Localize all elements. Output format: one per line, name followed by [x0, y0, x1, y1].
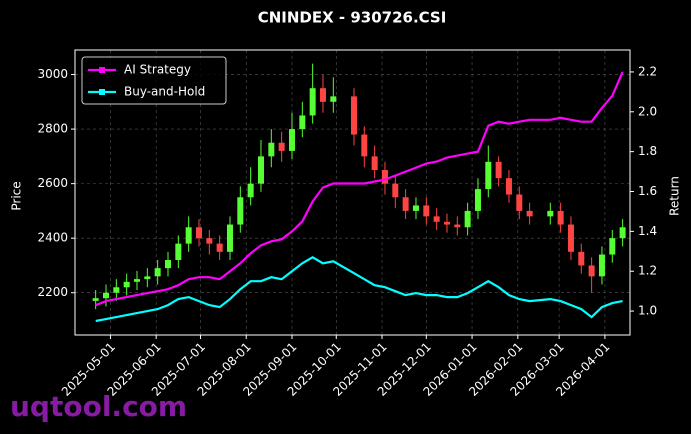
return-line [95, 256, 623, 323]
candle-body [609, 238, 616, 255]
y2-tick-label: 2.2 [638, 64, 657, 78]
candle-body [381, 170, 388, 184]
y2-tick-label: 1.8 [638, 144, 657, 158]
candle-body [257, 156, 264, 184]
candle-body [113, 287, 120, 293]
y2-axis-label: Return [668, 176, 682, 216]
candle-body [92, 298, 99, 301]
candle-body [505, 178, 512, 195]
y2-tick-label: 1.0 [638, 304, 657, 318]
legend-marker [99, 89, 105, 95]
y2-tick-label: 1.2 [638, 264, 657, 278]
candle-body [216, 243, 223, 252]
y2-tick-label: 2.0 [638, 104, 657, 118]
candle-body [144, 276, 151, 280]
candle-body [237, 197, 244, 225]
candle-body [268, 142, 275, 157]
candle-body [102, 292, 109, 299]
candle-body [443, 221, 450, 225]
candle-body [175, 243, 182, 260]
candle-body [454, 224, 461, 228]
plot-border [74, 49, 631, 336]
y-axis-label: Price [10, 181, 24, 210]
y-tick-label: 3000 [37, 67, 68, 81]
candle-body [495, 161, 502, 179]
candle-body [392, 183, 399, 198]
candle-body [547, 210, 554, 217]
y2-tick-label: 1.6 [638, 184, 657, 198]
candle-body [578, 251, 585, 266]
y-tick-label: 2400 [37, 231, 68, 245]
candle-body [247, 183, 254, 198]
y-tick-label: 2200 [37, 285, 68, 299]
return-line [95, 71, 624, 307]
candle-body [361, 134, 368, 157]
candle-body [319, 88, 326, 102]
candle-body [154, 268, 161, 277]
candle-body [330, 96, 337, 102]
candle-body [278, 142, 285, 151]
watermark: uqtool.com [10, 390, 187, 423]
candle-body [474, 189, 481, 211]
candle-body [226, 224, 233, 252]
legend-box [81, 56, 227, 105]
candle-body [526, 210, 533, 217]
candle-body [412, 205, 419, 211]
candle-body [567, 224, 574, 252]
candle-body [123, 281, 130, 288]
candle-body [464, 210, 471, 228]
legend-label: Buy-and-Hold [124, 85, 205, 99]
candle-body [288, 129, 295, 151]
candle-body [433, 216, 440, 222]
legend-label: AI Strategy [124, 63, 191, 77]
candle-body [350, 96, 357, 135]
y-tick-label: 2600 [37, 176, 68, 190]
candle-body [185, 227, 192, 244]
candle-body [485, 161, 492, 190]
candle-body [423, 205, 430, 217]
candle-body [133, 279, 140, 282]
candle-body [206, 238, 213, 244]
candle-body [598, 254, 605, 277]
candle-body [402, 197, 409, 211]
candle-body [588, 265, 595, 277]
candle-body [195, 227, 202, 239]
y-tick-label: 2800 [37, 122, 68, 136]
candle-body [371, 156, 378, 170]
chart-title: CNINDEX - 930726.CSI [258, 9, 447, 27]
candle-body [557, 210, 564, 225]
candle-body [309, 88, 316, 116]
candle-body [516, 194, 523, 211]
legend-marker [99, 67, 105, 73]
y2-tick-label: 1.4 [638, 224, 657, 238]
candle-body [299, 115, 306, 130]
candle-body [619, 227, 626, 239]
candle-body [164, 260, 171, 269]
